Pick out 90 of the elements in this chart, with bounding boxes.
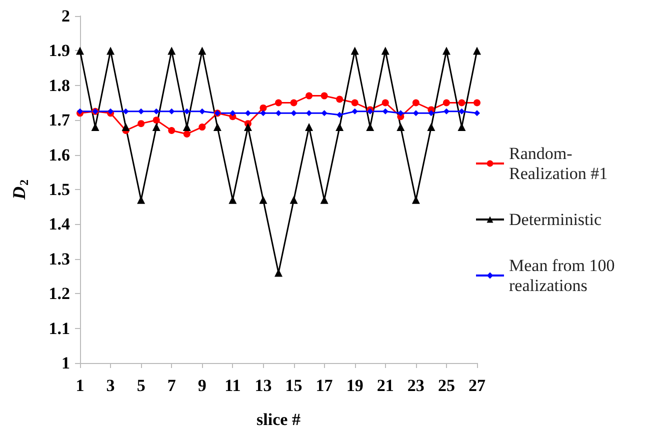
point xyxy=(108,108,114,114)
point xyxy=(320,196,328,204)
legend-label: Random-Realization #1 xyxy=(509,144,608,183)
point xyxy=(260,104,267,112)
x-tick-label: 21 xyxy=(376,376,394,395)
point xyxy=(259,196,268,204)
point xyxy=(352,108,358,114)
point xyxy=(290,110,297,116)
point xyxy=(228,196,237,204)
point xyxy=(137,196,146,204)
point xyxy=(76,46,84,55)
point xyxy=(336,123,344,132)
point xyxy=(153,108,160,114)
point xyxy=(458,108,465,114)
y-tick-label: 1.5 xyxy=(48,180,70,199)
point xyxy=(198,124,206,131)
point xyxy=(168,46,176,55)
point xyxy=(122,108,129,114)
point xyxy=(198,46,206,55)
x-axis-title: slice # xyxy=(256,410,301,429)
x-tick-label: 1 xyxy=(76,376,84,395)
point xyxy=(138,120,145,128)
x-tick-label: 5 xyxy=(136,376,146,395)
point xyxy=(473,46,481,55)
x-tick-label: 13 xyxy=(254,376,272,395)
x-tick-label: 25 xyxy=(438,376,455,395)
y-tick-label: 1.7 xyxy=(48,110,70,130)
point xyxy=(184,108,190,114)
point xyxy=(106,46,115,55)
point xyxy=(474,110,480,116)
x-tick-label: 15 xyxy=(285,376,302,395)
point xyxy=(381,46,390,55)
x-tick-label: 9 xyxy=(198,376,206,395)
y-tick-label: 1.6 xyxy=(48,145,70,164)
point xyxy=(321,110,328,116)
point xyxy=(351,99,358,106)
point xyxy=(152,123,160,132)
point xyxy=(275,99,282,106)
point xyxy=(350,46,359,55)
point xyxy=(152,116,160,124)
y-tick-label: 1.2 xyxy=(48,284,70,304)
y-tick-label: 1.3 xyxy=(48,249,70,268)
x-tick-label: 27 xyxy=(468,376,486,395)
x-tick-label: 11 xyxy=(224,376,241,395)
y-tick-label: 1.4 xyxy=(48,214,70,234)
point xyxy=(305,123,314,132)
point xyxy=(260,110,266,116)
y-tick-label: 1.8 xyxy=(48,76,70,95)
point xyxy=(213,123,222,132)
point xyxy=(244,123,252,132)
legend-label: Mean from 100 realizations xyxy=(509,256,620,295)
point xyxy=(427,123,436,132)
y-tick-label: 2 xyxy=(62,6,70,26)
point xyxy=(442,46,450,55)
y-tick-label: 1 xyxy=(62,354,70,372)
legend-label: Deterministic xyxy=(509,210,602,229)
point xyxy=(442,99,450,106)
point xyxy=(336,96,344,103)
y-tick-label: 1.9 xyxy=(48,41,70,60)
point xyxy=(336,112,343,118)
point xyxy=(199,108,206,114)
point xyxy=(168,127,176,134)
x-tick-label: 19 xyxy=(346,376,364,395)
point xyxy=(168,108,175,114)
x-tick-label: 17 xyxy=(316,376,334,395)
point xyxy=(428,110,434,116)
point xyxy=(276,110,282,116)
point xyxy=(77,108,83,114)
x-tick-label: 3 xyxy=(106,376,115,395)
point xyxy=(382,99,389,106)
point xyxy=(290,99,298,106)
point xyxy=(412,196,420,204)
y-tick-label: 1.1 xyxy=(48,318,70,338)
x-tick-label: 23 xyxy=(407,376,424,395)
point xyxy=(183,130,190,138)
point xyxy=(396,123,405,132)
point xyxy=(230,110,236,116)
point xyxy=(382,108,388,114)
y-axis-title: D2 xyxy=(9,180,31,200)
point xyxy=(290,196,298,204)
x-tick-label: 7 xyxy=(167,376,176,395)
point xyxy=(398,110,404,116)
point xyxy=(412,110,419,116)
point xyxy=(306,92,313,100)
point xyxy=(412,99,420,106)
point xyxy=(122,123,130,132)
point xyxy=(458,99,466,106)
point xyxy=(474,99,480,106)
point xyxy=(443,108,450,114)
point xyxy=(320,92,328,100)
